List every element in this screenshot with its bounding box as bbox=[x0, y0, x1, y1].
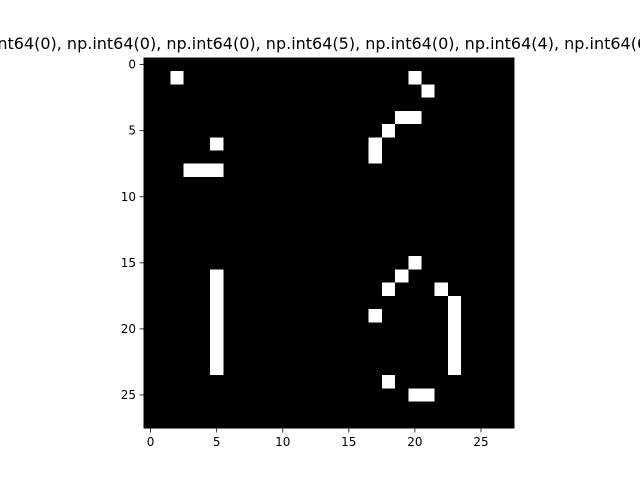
heatmap-cell bbox=[210, 282, 224, 296]
y-tick-label: 10 bbox=[121, 190, 136, 204]
heatmap-cell bbox=[381, 282, 396, 296]
pixel-layer bbox=[170, 71, 462, 402]
heatmap-cell bbox=[447, 309, 462, 323]
heatmap-cell bbox=[408, 388, 422, 402]
heatmap-cell bbox=[421, 388, 435, 402]
x-tick-label: 10 bbox=[275, 435, 290, 449]
y-tick-label: 15 bbox=[121, 256, 136, 270]
heatmap-cell bbox=[395, 269, 409, 283]
heatmap-cell bbox=[434, 282, 448, 296]
chart-title: int64(0), np.int64(0), np.int64(0), np.i… bbox=[0, 34, 640, 53]
x-tick-label: 20 bbox=[407, 435, 422, 449]
heatmap-cell bbox=[408, 110, 422, 125]
heatmap-cell bbox=[210, 361, 224, 376]
heatmap-cell bbox=[408, 256, 422, 270]
heatmap-cell bbox=[210, 335, 224, 349]
heatmap-cell bbox=[381, 124, 396, 138]
heatmap-cell bbox=[183, 163, 197, 177]
heatmap-cell bbox=[210, 309, 224, 323]
x-tick-label: 15 bbox=[341, 435, 356, 449]
y-tick-label: 20 bbox=[121, 322, 136, 336]
y-axis: 0 5 10 15 20 25 bbox=[121, 58, 144, 402]
x-tick-label: 0 bbox=[147, 435, 155, 449]
heatmap-cell bbox=[381, 375, 396, 389]
heatmap-cell bbox=[196, 163, 211, 177]
heatmap-cell bbox=[210, 348, 224, 362]
heatmap-cell bbox=[447, 295, 462, 310]
heatmap-cell bbox=[447, 322, 462, 336]
heatmap-cell bbox=[210, 295, 224, 310]
y-tick-label: 25 bbox=[121, 388, 136, 402]
heatmap-cell bbox=[368, 150, 382, 164]
heatmap-cell bbox=[421, 84, 435, 98]
heatmap-cell bbox=[408, 71, 422, 85]
heatmap-cell bbox=[210, 163, 224, 177]
heatmap-cell bbox=[447, 335, 462, 349]
heatmap-cell bbox=[210, 322, 224, 336]
heatmap-cell bbox=[447, 348, 462, 362]
heatmap-cell bbox=[210, 269, 224, 283]
y-tick-label: 0 bbox=[128, 58, 136, 72]
axes-frame bbox=[143, 57, 515, 429]
plot-area bbox=[143, 57, 515, 429]
heatmap-cell bbox=[210, 137, 224, 151]
heatmap-cell bbox=[368, 309, 382, 323]
heatmap-cell bbox=[447, 361, 462, 376]
heatmap-cell bbox=[170, 71, 184, 85]
x-tick-label: 5 bbox=[213, 435, 221, 449]
x-axis: 0 5 10 15 20 25 bbox=[147, 428, 489, 449]
y-tick-label: 5 bbox=[128, 124, 136, 138]
heatmap-cell bbox=[368, 137, 382, 151]
heatmap-cell bbox=[395, 110, 409, 125]
x-tick-label: 25 bbox=[473, 435, 488, 449]
